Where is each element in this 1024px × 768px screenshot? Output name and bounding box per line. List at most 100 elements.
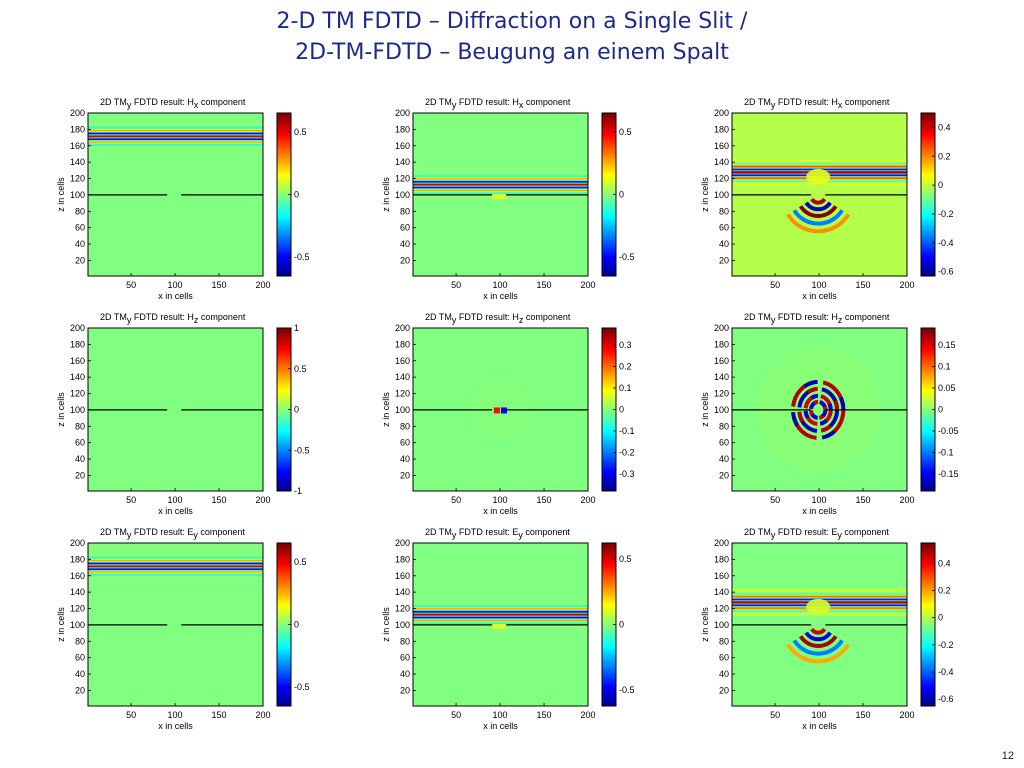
wave-row [413,604,588,607]
y-tick-label: 140 [70,587,85,597]
colorbar-segment [602,338,616,342]
colorbar-segment [602,135,616,139]
colorbar-segment [921,680,935,684]
colorbar-segment [921,363,935,367]
colorbar-segment [602,328,616,332]
y-tick-label: 60 [719,438,729,448]
colorbar-segment [921,253,935,257]
colorbar-segment [277,133,291,137]
wave-row [88,564,263,566]
colorbar-segment [277,179,291,183]
colorbar-segment [602,473,616,477]
colorbar-segment [277,268,291,272]
colorbar-segment [602,373,616,377]
wave-row [732,162,907,164]
colorbar-tick-label: 0.5 [619,554,632,564]
colorbar-segment [602,688,616,692]
colorbar-segment [921,394,935,398]
wave-row [88,143,263,145]
x-tick-label: 200 [899,495,914,505]
wave-row [88,555,263,557]
colorbar-segment [602,253,616,257]
diffraction-arc [792,209,844,226]
colorbar-segment [602,404,616,408]
colorbar-segment [921,358,935,362]
colorbar-segment [602,204,616,208]
colorbar-segment [602,376,616,380]
chart-title-part: FDTD result: H [131,312,194,322]
colorbar-segment [921,452,935,456]
colorbar-segment [602,414,616,418]
colorbar-segment [921,412,935,416]
wave-row [88,558,263,561]
colorbar-segment [921,434,935,439]
colorbar-segment [602,614,616,618]
colorbar-segment [921,179,935,183]
colorbar-segment [277,273,291,277]
colorbar-segment [277,619,291,623]
colorbar-segment [921,366,935,370]
colorbar-segment [921,596,935,600]
colorbar-segment [602,209,616,213]
colorbar-segment [921,384,935,388]
colorbar-segment [602,255,616,259]
colorbar-segment [277,181,291,185]
colorbar-segment [602,184,616,188]
colorbar-segment [921,381,935,385]
y-tick-label: 180 [70,124,85,134]
wave-row [732,165,907,167]
colorbar-segment [921,227,935,231]
colorbar-tick-label: -1 [294,486,302,496]
colorbar-segment [602,273,616,277]
wave-row [88,574,263,576]
x-tick-label: 150 [537,280,552,290]
colorbar-segment [602,698,616,702]
diffraction-arc [792,639,844,656]
colorbar-segment [277,171,291,175]
colorbar-segment [602,432,616,436]
colorbar-segment [602,662,616,666]
chart-title-part: y [452,530,457,540]
colorbar-segment [602,596,616,600]
colorbar-segment [921,335,935,339]
y-tick-label: 200 [70,538,85,548]
wave-row [732,160,907,162]
colorbar-segment [602,429,616,433]
colorbar-segment [602,543,616,547]
y-tick-label: 40 [75,239,85,249]
x-tick-label: 50 [126,280,136,290]
wave-row [88,137,263,140]
colorbar-segment [277,115,291,119]
chart-title-part: FDTD result: H [456,312,519,322]
x-tick-label: 100 [493,710,508,720]
wave-row [88,557,263,559]
colorbar-segment [921,437,935,441]
colorbar-segment [921,176,935,180]
colorbar-segment [921,151,935,155]
colorbar-segment [921,153,935,157]
wave-row [732,598,907,600]
colorbar-segment [602,619,616,623]
colorbar-segment [277,328,291,332]
colorbar-segment [277,483,291,487]
x-tick-label: 100 [168,710,183,720]
chart-title-part: component [842,527,890,537]
chart-panel: 50 100 150 200 20 40 60 80 100 120 140 160 180 200 x i… [700,527,954,731]
colorbar-segment [277,573,291,577]
colorbar-segment [602,675,616,679]
colorbar-segment [602,422,616,426]
chart-title-part: 2D TM [425,527,452,537]
wave-row [88,554,263,556]
colorbar-segment [921,356,935,360]
colorbar-segment [277,222,291,226]
colorbar-segment [602,683,616,687]
wave-row [413,190,588,192]
colorbar-segment [921,386,935,390]
wave-row [413,613,588,616]
colorbar-segment [921,235,935,239]
x-tick-label: 100 [493,280,508,290]
wave-row [732,591,907,593]
colorbar-segment [921,141,935,145]
colorbar-segment [602,412,616,416]
colorbar-tick-label: -0.5 [294,445,310,455]
